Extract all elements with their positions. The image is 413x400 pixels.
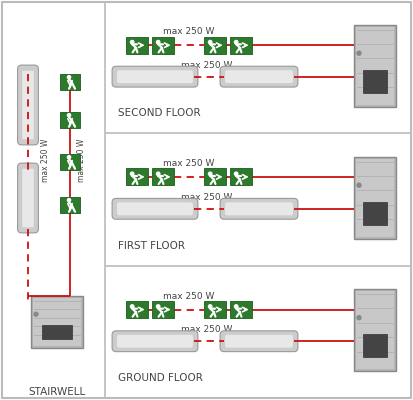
Bar bbox=[42, 325, 72, 339]
Circle shape bbox=[157, 305, 160, 308]
Circle shape bbox=[235, 305, 238, 308]
Bar bbox=[356, 26, 394, 104]
Bar bbox=[126, 37, 148, 54]
Circle shape bbox=[209, 40, 212, 44]
Circle shape bbox=[131, 40, 134, 44]
Circle shape bbox=[131, 172, 134, 176]
FancyBboxPatch shape bbox=[117, 335, 193, 348]
Bar bbox=[204, 37, 226, 54]
Bar bbox=[152, 37, 174, 54]
FancyBboxPatch shape bbox=[220, 331, 298, 352]
Text: GROUND FLOOR: GROUND FLOOR bbox=[118, 373, 203, 383]
Circle shape bbox=[157, 172, 160, 176]
Bar bbox=[356, 291, 394, 369]
Circle shape bbox=[357, 316, 361, 320]
Text: max 250 W: max 250 W bbox=[163, 292, 215, 300]
Circle shape bbox=[67, 76, 71, 79]
Bar bbox=[230, 301, 252, 318]
FancyBboxPatch shape bbox=[112, 66, 198, 87]
FancyBboxPatch shape bbox=[112, 331, 198, 352]
FancyBboxPatch shape bbox=[220, 66, 298, 87]
Circle shape bbox=[67, 156, 71, 159]
Bar bbox=[33, 298, 81, 346]
Circle shape bbox=[157, 40, 160, 44]
Circle shape bbox=[235, 172, 238, 176]
Circle shape bbox=[34, 312, 38, 316]
Bar bbox=[204, 301, 226, 318]
Text: max 250 W: max 250 W bbox=[41, 138, 50, 182]
Bar bbox=[356, 158, 394, 236]
Circle shape bbox=[131, 305, 134, 308]
FancyBboxPatch shape bbox=[117, 202, 193, 215]
Bar bbox=[60, 154, 80, 170]
Circle shape bbox=[209, 172, 212, 176]
Text: max 250 W: max 250 W bbox=[163, 159, 215, 168]
Bar bbox=[60, 197, 80, 213]
Bar bbox=[31, 296, 83, 348]
Text: SECOND FLOOR: SECOND FLOOR bbox=[118, 108, 201, 118]
Text: max 250 W: max 250 W bbox=[78, 138, 86, 182]
Circle shape bbox=[235, 40, 238, 44]
Text: max 250 W: max 250 W bbox=[181, 193, 233, 202]
Bar bbox=[152, 168, 174, 185]
Bar bbox=[152, 301, 174, 318]
Bar bbox=[354, 156, 396, 238]
Bar bbox=[126, 301, 148, 318]
Bar bbox=[363, 334, 387, 357]
FancyBboxPatch shape bbox=[225, 335, 293, 348]
Bar bbox=[126, 168, 148, 185]
Circle shape bbox=[209, 305, 212, 308]
Bar bbox=[363, 202, 387, 224]
Bar bbox=[354, 289, 396, 371]
Text: FIRST FLOOR: FIRST FLOOR bbox=[118, 241, 185, 251]
FancyBboxPatch shape bbox=[18, 163, 38, 233]
Bar bbox=[354, 24, 396, 106]
Circle shape bbox=[357, 183, 361, 187]
FancyBboxPatch shape bbox=[112, 198, 198, 219]
FancyBboxPatch shape bbox=[225, 202, 293, 215]
Bar bbox=[60, 74, 80, 90]
Text: max 250 W: max 250 W bbox=[181, 61, 233, 70]
Text: max 250 W: max 250 W bbox=[163, 27, 215, 36]
FancyBboxPatch shape bbox=[220, 198, 298, 219]
FancyBboxPatch shape bbox=[117, 70, 193, 83]
Circle shape bbox=[67, 114, 71, 117]
Circle shape bbox=[357, 51, 361, 55]
FancyBboxPatch shape bbox=[22, 71, 34, 139]
Bar bbox=[230, 37, 252, 54]
FancyBboxPatch shape bbox=[18, 65, 38, 145]
Bar bbox=[60, 112, 80, 128]
FancyBboxPatch shape bbox=[225, 70, 293, 83]
Bar bbox=[363, 70, 387, 92]
Circle shape bbox=[67, 198, 71, 202]
FancyBboxPatch shape bbox=[22, 169, 34, 227]
Text: max 250 W: max 250 W bbox=[181, 325, 233, 334]
Text: STAIRWELL: STAIRWELL bbox=[28, 387, 85, 397]
Bar bbox=[204, 168, 226, 185]
Bar bbox=[230, 168, 252, 185]
